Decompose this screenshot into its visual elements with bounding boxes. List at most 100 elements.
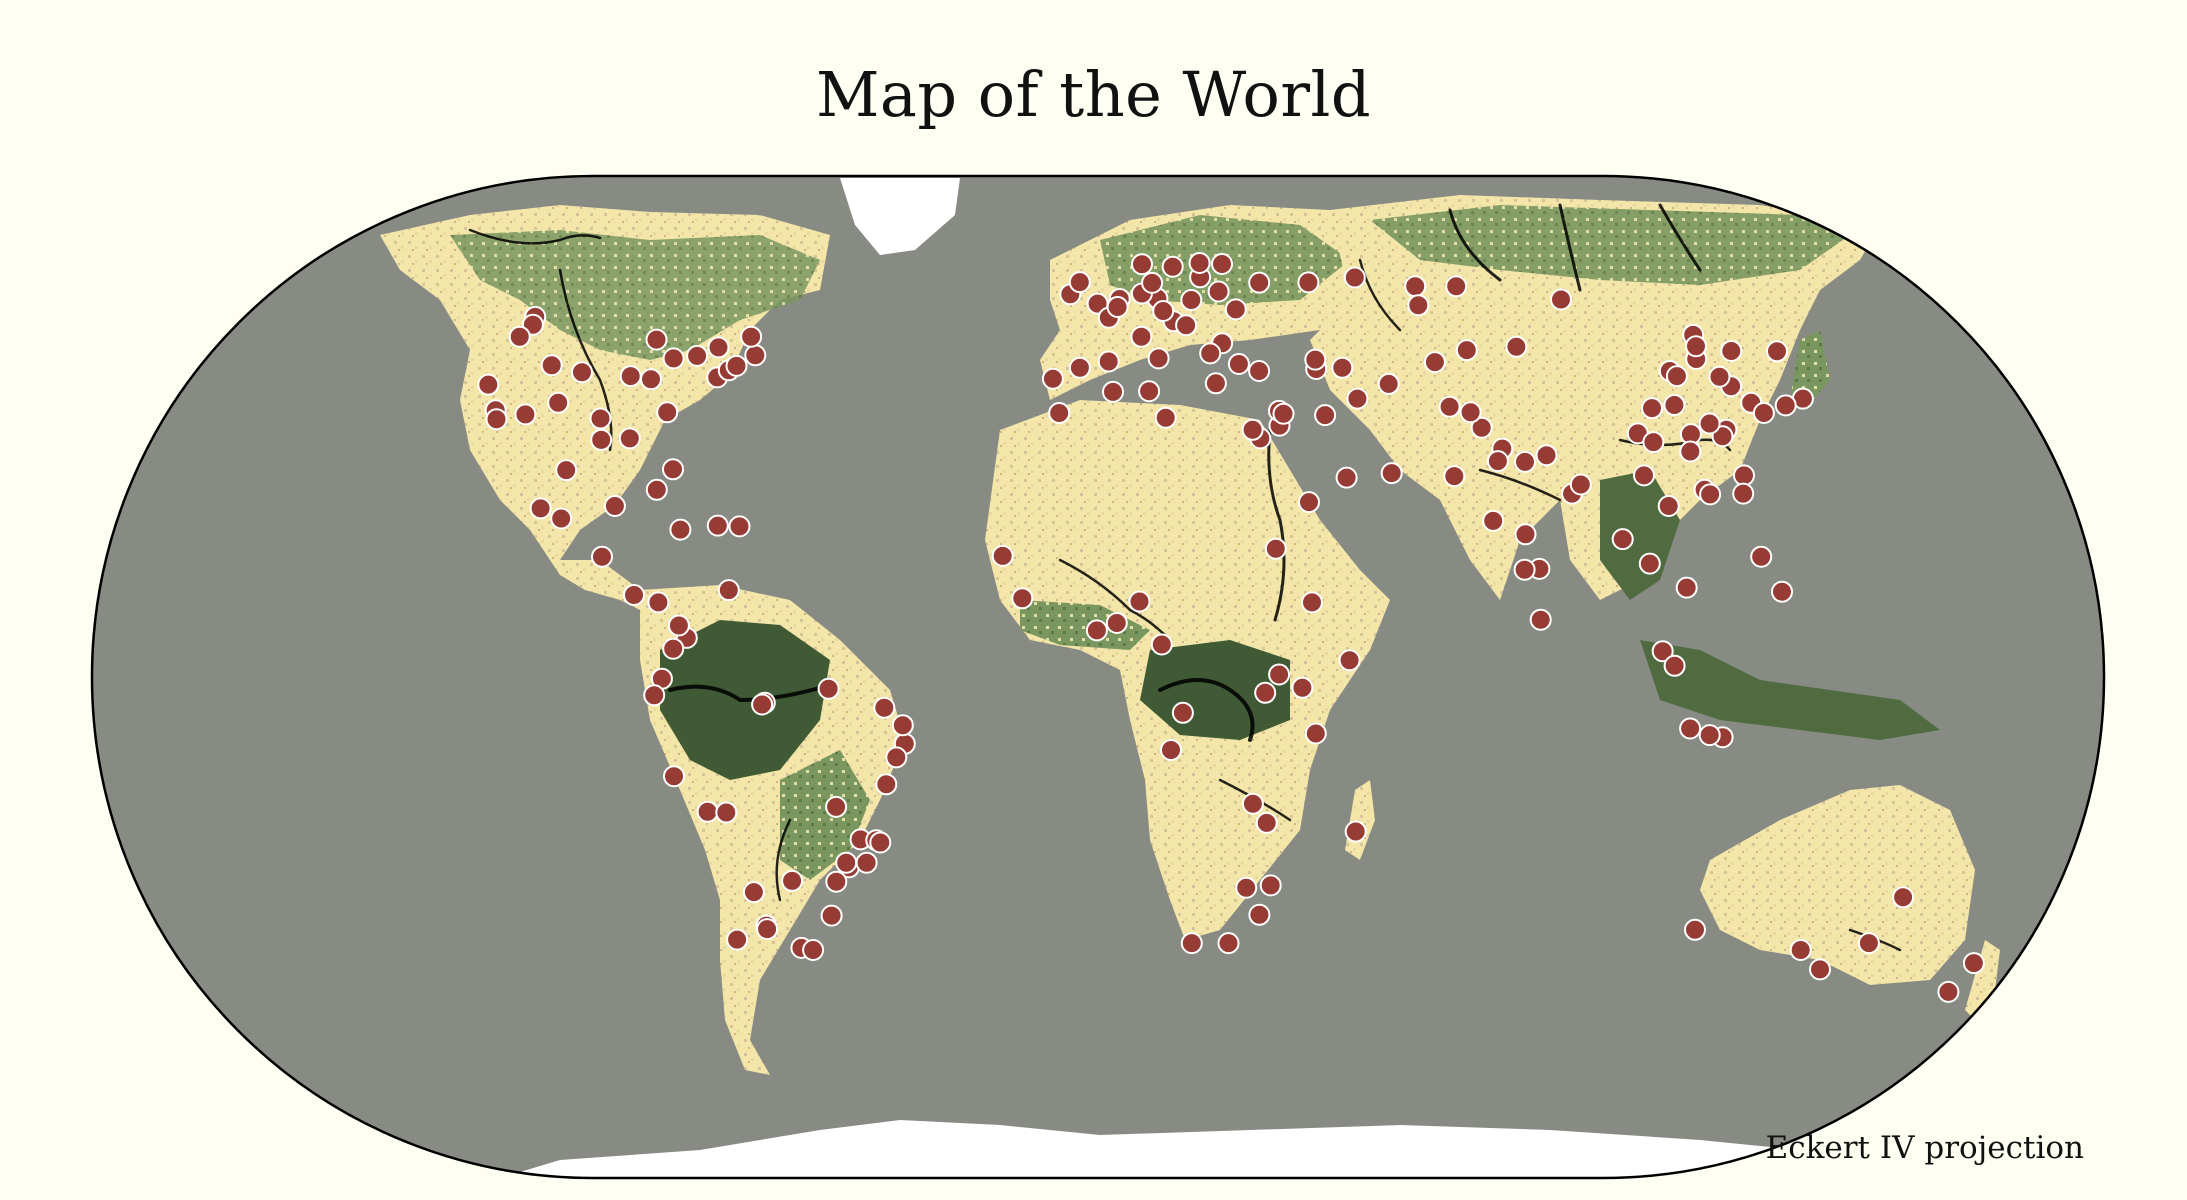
river-niger (1058, 558, 1172, 642)
city-marker (1199, 342, 1222, 365)
river-mackenzie (468, 228, 602, 245)
city-marker (1161, 255, 1184, 278)
city-marker (1404, 275, 1427, 298)
city-marker (590, 428, 613, 451)
city-marker (656, 401, 679, 424)
city-marker (1068, 356, 1091, 379)
city-marker (1962, 952, 1985, 975)
city-marker (1211, 253, 1233, 275)
city-marker (547, 391, 570, 414)
city-marker (1154, 406, 1177, 429)
city-marker (1638, 552, 1661, 575)
city-marker (1241, 792, 1264, 815)
city-marker (1207, 280, 1230, 303)
city-marker (1130, 325, 1153, 348)
city-marker (1663, 394, 1686, 416)
city-marker (623, 584, 645, 606)
west-africa-forest (1020, 600, 1150, 650)
city-marker (1642, 431, 1665, 454)
city-marker (1720, 340, 1743, 362)
city-marker (1188, 252, 1211, 274)
boreal-forest-north-america (450, 230, 820, 360)
city-marker (1314, 404, 1337, 427)
landmass-greenland (840, 178, 960, 255)
city-marker (1633, 464, 1655, 487)
city-marker (820, 904, 843, 927)
river-mississippi (558, 268, 613, 452)
city-marker (1438, 395, 1461, 418)
city-marker (1663, 654, 1686, 677)
city-marker (1809, 958, 1831, 981)
city-marker (1141, 271, 1164, 294)
river-volga (1358, 258, 1402, 332)
city-marker (717, 579, 740, 602)
city-marker (1443, 465, 1466, 488)
city-marker (514, 403, 537, 426)
city-marker (1217, 932, 1240, 955)
city-marker (508, 325, 531, 348)
city-marker (1343, 266, 1366, 289)
city-marker (1248, 903, 1271, 926)
river-lena (1658, 203, 1702, 272)
city-marker (1338, 649, 1361, 672)
city-marker (477, 373, 500, 396)
city-marker (1180, 289, 1203, 311)
projection-label: Eckert IV projection (1765, 1130, 2084, 1166)
city-marker (645, 478, 668, 501)
city-marker (1514, 523, 1537, 546)
city-marker (1259, 874, 1282, 897)
city-marker (550, 507, 573, 530)
city-marker (1147, 347, 1170, 370)
city-marker (1657, 495, 1680, 517)
city-marker (1346, 387, 1369, 410)
city-marker (1937, 980, 1960, 1003)
city-marker (1254, 681, 1277, 704)
city-marker (1699, 483, 1722, 506)
city-marker (485, 408, 508, 431)
city-marker (825, 870, 848, 893)
city-marker (603, 495, 626, 517)
city-marker (1685, 335, 1707, 358)
city-marker (1105, 612, 1128, 634)
city-marker (1175, 314, 1198, 337)
city-marker (1651, 640, 1674, 663)
city-marker (706, 514, 729, 537)
city-marker (1298, 491, 1320, 514)
atlantic-forest (780, 750, 870, 880)
city-marker (726, 928, 749, 951)
city-marker (742, 881, 765, 904)
city-marker (669, 518, 692, 541)
city-marker (1766, 340, 1788, 363)
city-marker (1235, 876, 1258, 899)
city-marker (1138, 380, 1161, 403)
city-marker (1611, 528, 1634, 551)
city-marker (1204, 372, 1227, 395)
city-marker (1335, 466, 1358, 489)
city-marker (725, 354, 748, 377)
city-marker (1377, 372, 1400, 395)
city-marker (1529, 608, 1552, 631)
city-marker (715, 801, 738, 824)
city-marker (835, 851, 858, 874)
city-marker (1407, 294, 1430, 317)
city-marker (1304, 722, 1327, 745)
city-marker (1641, 397, 1663, 420)
city-marker (1482, 509, 1505, 532)
landmass-australia (1700, 785, 1975, 985)
city-marker (1733, 464, 1755, 487)
city-marker (591, 545, 613, 568)
river-nile (1267, 428, 1286, 622)
city-marker (1068, 271, 1091, 294)
city-marker (1455, 339, 1478, 362)
city-marker (1180, 932, 1203, 955)
city-marker (751, 693, 774, 716)
city-marker (1152, 300, 1175, 322)
city-marker (1892, 886, 1915, 909)
city-marker (1698, 412, 1721, 435)
city-marker (696, 800, 719, 823)
city-marker (1774, 394, 1797, 417)
landmass-new-zealand (1965, 940, 2000, 1020)
city-marker (1171, 701, 1194, 724)
city-marker (1459, 401, 1482, 424)
